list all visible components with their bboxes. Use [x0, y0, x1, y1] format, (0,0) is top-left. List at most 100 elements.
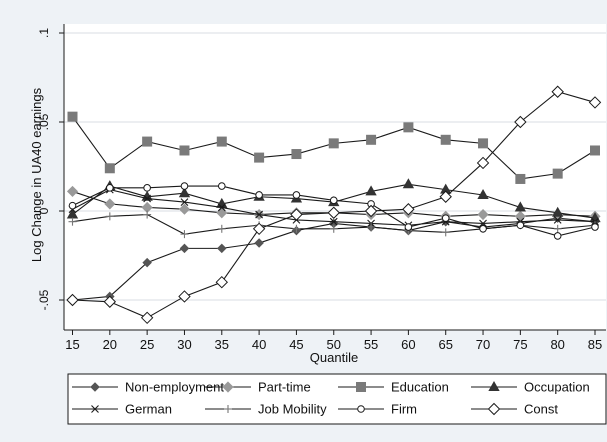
data-point-non-employment-40	[254, 238, 264, 248]
data-point-job-mobility-30	[180, 230, 189, 239]
data-point-job-mobility-20	[105, 212, 114, 221]
data-point-firm-25	[143, 184, 151, 192]
data-point-non-employment-30	[179, 243, 190, 254]
legend-item-occupation: Occupation	[471, 380, 590, 395]
data-point-firm-30	[180, 182, 189, 190]
data-point-job-mobility-25	[143, 210, 152, 219]
data-point-const-70	[476, 156, 490, 170]
legend-label-firm: Firm	[391, 402, 417, 417]
data-point-occupation-70	[477, 188, 489, 199]
legend-marker-const	[487, 402, 501, 416]
y-axis-label: Log Change in UA40 earnings	[29, 87, 44, 262]
data-point-education-15	[67, 111, 78, 122]
legend-label-occupation: Occupation	[524, 380, 590, 395]
legend-label-education: Education	[391, 380, 449, 395]
legend-item-part-time: Part-time	[205, 380, 311, 395]
axes: Log Change in UA40 earnings Quantile -.0…	[29, 24, 606, 365]
legend-marker-part-time	[222, 381, 234, 393]
data-point-education-20	[104, 163, 115, 174]
x-tick-label-14: 85	[588, 337, 602, 352]
data-point-occupation-60	[402, 178, 415, 189]
data-point-occupation-75	[514, 201, 527, 212]
data-point-const-45	[290, 208, 303, 221]
legend-item-non-employment: Non-employment	[72, 380, 224, 395]
y-tick-label-1: 0	[37, 207, 51, 214]
data-point-education-80	[552, 168, 563, 179]
x-tick-label-12: 75	[513, 337, 527, 352]
data-point-firm-20	[106, 184, 114, 192]
data-point-const-50	[327, 206, 340, 219]
data-point-german-35	[217, 203, 226, 212]
x-tick-label-9: 60	[401, 337, 415, 352]
data-point-firm-50	[329, 196, 338, 205]
legend-box	[67, 373, 607, 425]
data-point-job-mobility-45	[292, 224, 301, 233]
data-point-firm-15	[68, 201, 77, 210]
data-point-const-35	[215, 275, 228, 289]
data-point-non-employment-25	[142, 257, 152, 268]
data-point-job-mobility-15	[68, 217, 77, 226]
data-point-german-80-stroke-b	[553, 216, 562, 224]
x-tick-label-6: 45	[289, 337, 303, 352]
data-point-german-70	[479, 219, 487, 228]
data-point-german-50-stroke-b	[329, 217, 338, 226]
data-point-job-mobility-55	[367, 223, 376, 232]
legend-marker-job-mobility	[224, 405, 232, 413]
x-tick-label-13: 80	[550, 337, 564, 352]
data-point-firm-35	[217, 182, 226, 190]
legend-marker-occupation	[488, 380, 500, 391]
x-tick-label-5: 40	[252, 337, 266, 352]
data-point-education-50	[328, 138, 339, 149]
data-point-const-40	[252, 222, 266, 236]
legend-label-part-time: Part-time	[258, 380, 311, 395]
data-point-education-85	[590, 145, 600, 156]
data-point-const-80	[551, 85, 564, 98]
data-point-job-mobility-80	[553, 224, 562, 233]
series-firm	[68, 182, 599, 240]
data-point-const-55	[364, 204, 378, 218]
y-tick-label-0: -.05	[37, 289, 51, 310]
data-point-german-50	[329, 217, 338, 226]
data-point-german-35-stroke-b	[217, 203, 226, 212]
legend-marker-firm	[357, 405, 365, 413]
data-point-part-time-15	[66, 185, 79, 197]
legend-label-job-mobility: Job Mobility	[258, 402, 327, 417]
legend-label-const: Const	[524, 402, 558, 417]
series-const	[66, 85, 602, 325]
data-point-firm-70	[479, 225, 487, 233]
data-point-occupation-80	[552, 206, 564, 217]
legend-item-job-mobility: Job Mobility	[205, 402, 327, 417]
data-point-education-75	[515, 173, 526, 184]
x-tick-label-2: 25	[140, 337, 154, 352]
data-point-german-40	[255, 210, 263, 219]
legend-marker-german	[91, 405, 99, 413]
x-axis-label: Quantile	[310, 350, 358, 365]
data-point-german-30	[180, 198, 189, 206]
data-point-const-15	[66, 293, 79, 307]
data-point-german-80	[553, 216, 562, 224]
legend-label-non-employment: Non-employment	[125, 380, 224, 395]
y-tick-label-2: .05	[37, 113, 51, 130]
data-point-firm-80	[553, 232, 562, 240]
data-point-education-25	[142, 136, 153, 147]
legend-marker-german-stroke-b	[91, 405, 99, 413]
data-point-part-time-20	[104, 198, 116, 210]
data-point-german-70-stroke-b	[479, 219, 487, 228]
x-tick-label-8: 55	[364, 337, 378, 352]
data-point-firm-60	[404, 223, 413, 231]
data-point-firm-75	[516, 221, 525, 230]
legend: Non-employment Part-time Education Occupati…	[67, 373, 607, 425]
x-tick-label-3: 30	[177, 337, 191, 352]
data-point-firm-85	[591, 223, 599, 231]
data-point-part-time-70	[477, 208, 489, 221]
data-point-job-mobility-35	[217, 224, 226, 233]
x-tick-label-11: 70	[476, 337, 490, 352]
data-point-education-65	[440, 134, 451, 145]
data-point-german-25	[143, 194, 152, 203]
legend-item-const: Const	[471, 402, 558, 417]
data-point-education-55	[366, 134, 377, 145]
legend-marker-non-employment	[90, 382, 100, 392]
x-tick-label-4: 35	[215, 337, 229, 352]
x-tick-label-10: 65	[438, 337, 452, 352]
